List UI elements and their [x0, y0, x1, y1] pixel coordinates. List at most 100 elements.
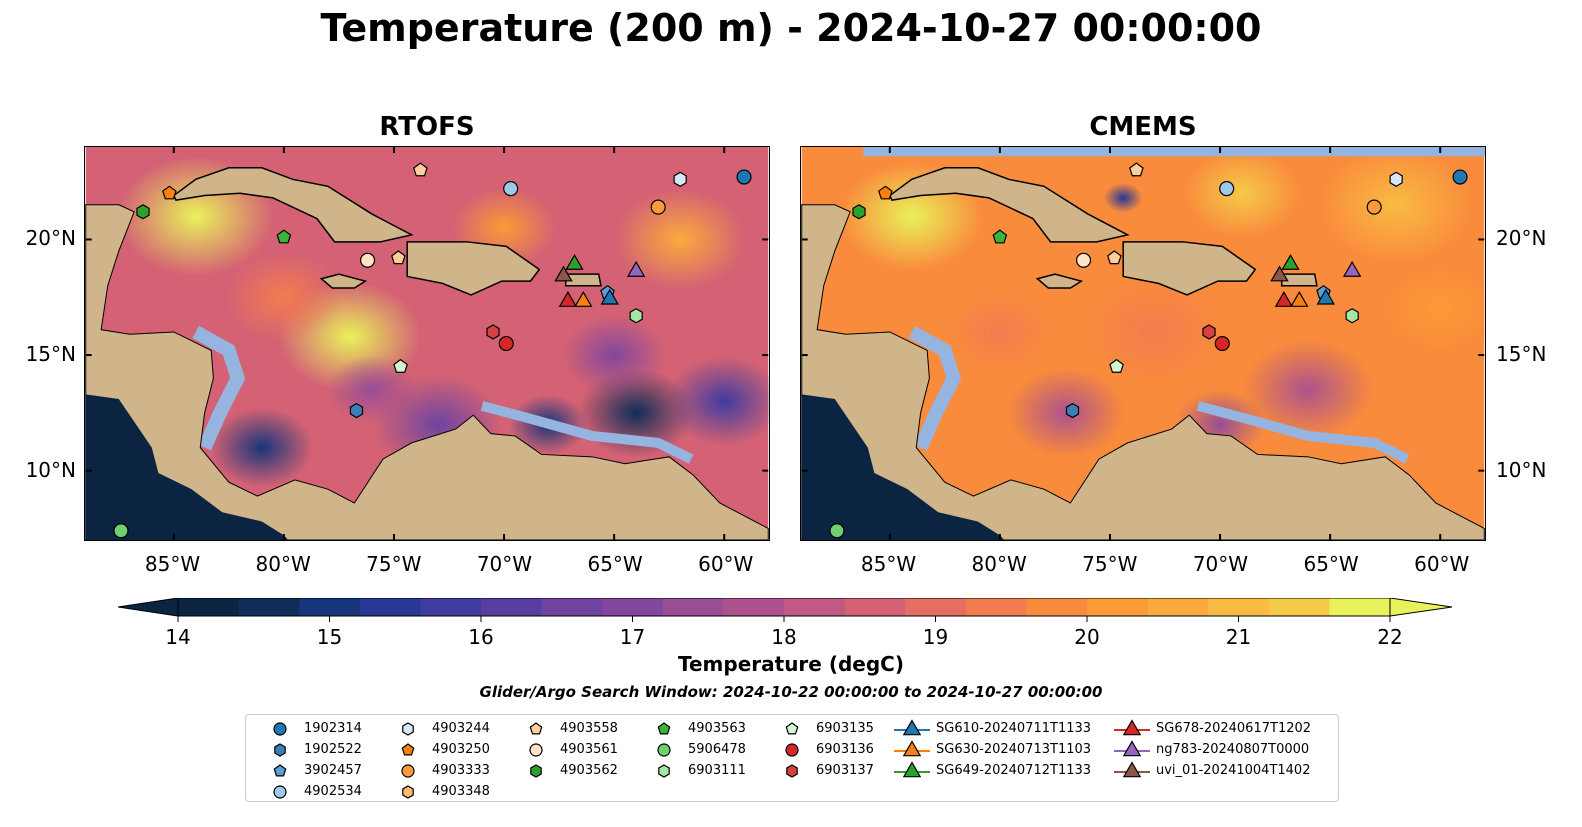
lon-tick-label: 80°W — [971, 552, 1027, 576]
legend-swatch — [401, 764, 415, 778]
lon-tick-label: 75°W — [366, 552, 422, 576]
temperature-eddy — [1103, 182, 1143, 213]
lon-tick-label: 70°W — [476, 552, 533, 576]
legend-marker — [657, 722, 671, 735]
legend: 1902314 1902522 3902457 4902534 4903244 49032… — [245, 714, 1339, 802]
lon-tick-label: 85°W — [144, 552, 201, 576]
legend-marker — [1122, 761, 1142, 778]
lon-tick-label: 75°W — [1082, 552, 1138, 576]
marker-uvi_01 — [554, 265, 573, 282]
marker-4903333 — [650, 199, 666, 215]
marker-6903136 — [498, 335, 514, 352]
puerto-rico — [564, 273, 602, 287]
temperature-eddy — [1243, 339, 1373, 440]
legend-swatch — [1114, 740, 1150, 757]
legend-label: 4903333 — [432, 763, 490, 778]
marker-4903558b — [391, 250, 406, 265]
lon-tick-label: 65°W — [587, 552, 643, 576]
legend-marker — [902, 740, 922, 757]
legend-marker — [1122, 719, 1142, 736]
marker-6903111 — [1345, 308, 1359, 324]
colorbar-tick-label: 14 — [165, 625, 190, 649]
legend-marker — [529, 743, 543, 757]
lat-tick-label-left: 10°N — [25, 458, 76, 483]
marker-4903244 — [1389, 171, 1403, 187]
marker-4903558 — [413, 162, 428, 177]
legend-label: ng783-20240807T0000 — [1156, 742, 1310, 757]
colorbar-bin — [905, 598, 967, 616]
colorbar-tick-label: 20 — [1074, 625, 1099, 649]
marker-4903333 — [1366, 199, 1382, 215]
legend-marker — [529, 722, 543, 735]
legend-label: 4903561 — [560, 742, 618, 757]
colorbar-bin — [1329, 598, 1391, 616]
figure-title: Temperature (200 m) - 2024-10-27 00:00:0… — [320, 6, 1262, 50]
lat-tick-label-right: 20°N — [1496, 225, 1547, 250]
colorbar-bin — [1268, 598, 1330, 616]
pacific-ocean-overlay — [801, 394, 1005, 540]
legend-marker — [530, 764, 542, 778]
legend-swatch — [894, 740, 930, 757]
marker-4903561 — [1075, 252, 1092, 268]
marker-1902522 — [1065, 402, 1080, 419]
temperature-eddy — [666, 356, 769, 447]
hispaniola — [1122, 241, 1257, 296]
colorbar-bin — [1208, 598, 1270, 616]
colorbar-bin — [481, 598, 543, 616]
legend-marker — [658, 764, 670, 778]
temperature-eddy — [1183, 148, 1301, 239]
marker-4903563 — [276, 229, 292, 244]
shelf — [908, 325, 962, 451]
colorbar-bin — [541, 598, 603, 616]
lon-tick-label: 65°W — [1303, 552, 1359, 576]
colorbar-bin — [238, 598, 300, 616]
panel-title-rtofs: RTOFS — [379, 112, 475, 142]
marker-4903563 — [992, 229, 1008, 244]
shelf — [480, 401, 694, 464]
colorbar-tick-label: 15 — [317, 625, 342, 649]
legend-marker — [785, 743, 799, 757]
legend-swatch — [894, 761, 930, 778]
colorbar-bin — [844, 598, 906, 616]
legend-swatch — [530, 764, 542, 778]
colorbar-tick-label: 19 — [923, 625, 948, 649]
marker-4903250 — [162, 185, 177, 200]
marker-4903250 — [878, 185, 893, 200]
lon-tick-label: 60°W — [1414, 552, 1470, 576]
legend-label: 4903558 — [560, 721, 618, 736]
legend-label: SG649-20240712T1133 — [936, 763, 1092, 778]
legend-swatch — [1114, 719, 1150, 736]
legend-label: SG630-20240713T1103 — [936, 742, 1092, 757]
temperature-eddy — [1382, 264, 1485, 354]
legend-label: 4903348 — [432, 784, 490, 799]
legend-marker — [785, 722, 799, 735]
legend-label: 4902534 — [304, 784, 362, 799]
legend-marker — [402, 785, 414, 799]
marker-6903111 — [629, 308, 643, 324]
temperature-eddy — [225, 252, 343, 343]
puerto-rico — [1280, 273, 1318, 287]
legend-swatch — [273, 764, 287, 777]
marker-5906478 — [829, 523, 845, 539]
lat-tick-label-left: 20°N — [25, 225, 76, 250]
marker-SG649 — [1281, 253, 1300, 270]
colorbar-tick-label: 18 — [771, 625, 796, 649]
marker-4902534 — [503, 181, 519, 197]
marker-SG630 — [574, 290, 593, 307]
lon-tick-label: 60°W — [698, 552, 754, 576]
marker-6903136 — [1214, 335, 1230, 352]
cuba — [172, 167, 414, 243]
marker-SG678 — [1274, 290, 1294, 307]
marker-uvi_01 — [1270, 265, 1289, 282]
marker-4903244 — [673, 171, 687, 187]
cuba — [888, 167, 1130, 243]
colorbar-label: Temperature (degC) — [678, 652, 904, 676]
legend-swatch — [785, 722, 799, 735]
marker-ng783 — [626, 260, 646, 277]
temperature-eddy — [326, 354, 418, 425]
legend-marker — [786, 764, 798, 778]
legend-marker — [274, 743, 286, 757]
temperature-eddy — [1082, 277, 1226, 387]
legend-label: 4903250 — [432, 742, 490, 757]
legend-marker — [273, 785, 287, 799]
